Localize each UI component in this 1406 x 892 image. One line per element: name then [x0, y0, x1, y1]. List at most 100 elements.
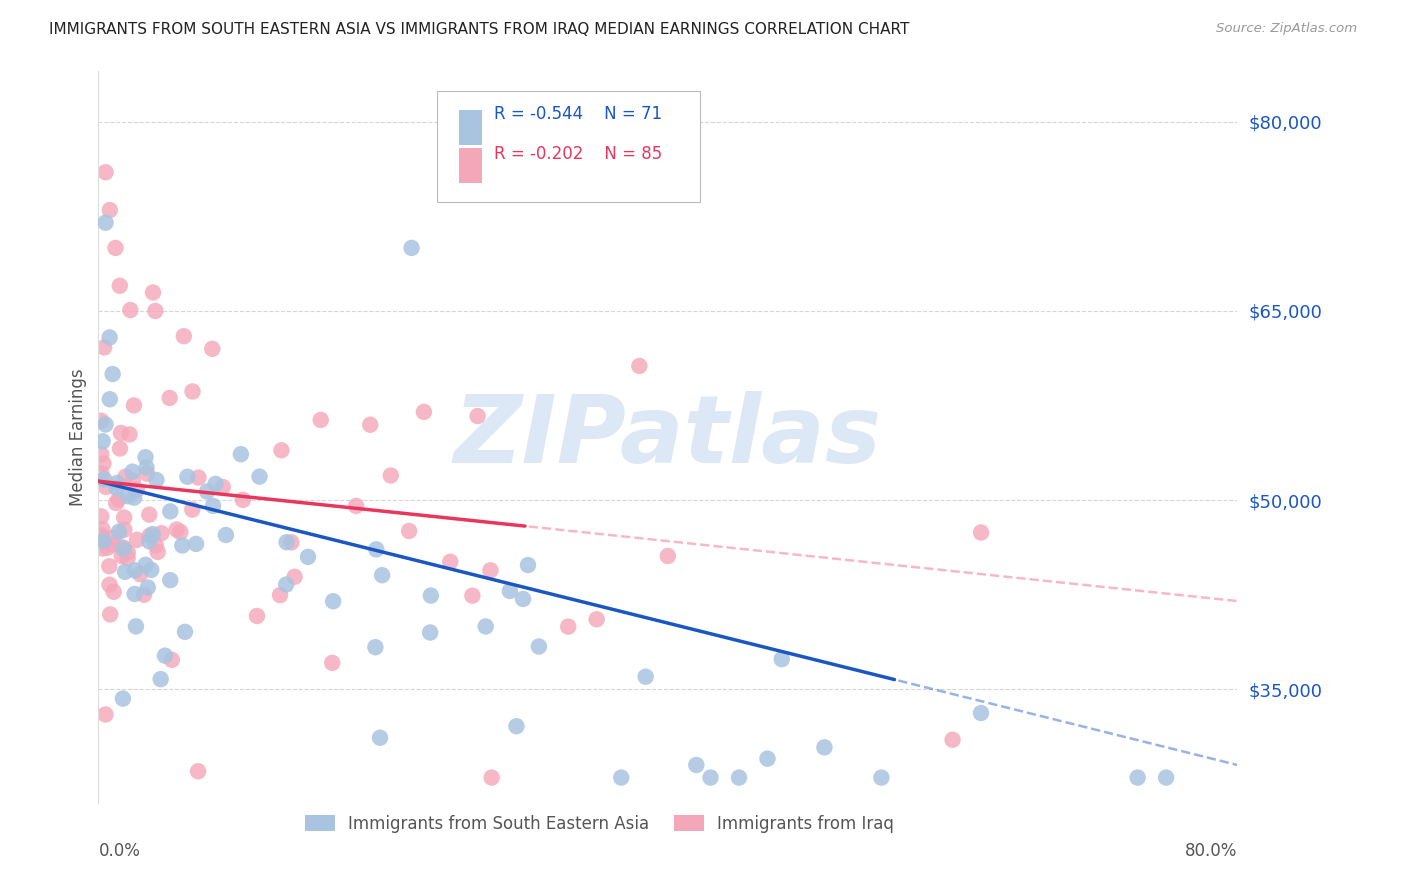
- Point: [527, 640, 550, 654]
- Point: [685, 758, 707, 772]
- Point: [195, 484, 218, 499]
- Point: [142, 285, 165, 300]
- Point: [229, 447, 252, 461]
- Point: [1126, 771, 1149, 785]
- Point: [159, 573, 181, 587]
- Point: [359, 417, 381, 432]
- Point: [371, 568, 394, 582]
- Point: [98, 578, 121, 592]
- Point: [129, 567, 152, 582]
- Point: [117, 489, 139, 503]
- Point: [101, 367, 124, 381]
- Point: [110, 425, 132, 440]
- Point: [173, 329, 195, 343]
- FancyBboxPatch shape: [437, 91, 700, 202]
- Point: [105, 481, 128, 495]
- Point: [321, 656, 343, 670]
- Point: [1154, 771, 1177, 785]
- Point: [481, 771, 503, 785]
- Point: [634, 670, 657, 684]
- Point: [366, 542, 388, 557]
- Point: [412, 405, 434, 419]
- Point: [117, 545, 139, 559]
- Point: [94, 165, 117, 179]
- Point: [91, 434, 114, 449]
- Point: [467, 409, 489, 423]
- Point: [114, 469, 136, 483]
- Point: [94, 707, 117, 722]
- Point: [142, 527, 165, 541]
- Point: [401, 241, 423, 255]
- Point: [297, 549, 319, 564]
- Point: [419, 589, 441, 603]
- Point: [232, 492, 254, 507]
- Point: [103, 584, 125, 599]
- Point: [202, 499, 225, 513]
- Point: [204, 477, 226, 491]
- Point: [398, 524, 420, 538]
- Point: [141, 563, 163, 577]
- Point: [98, 607, 121, 622]
- Point: [135, 460, 157, 475]
- Point: [112, 523, 135, 537]
- Point: [135, 450, 157, 465]
- Point: [439, 555, 461, 569]
- Point: [122, 398, 145, 412]
- Point: [136, 581, 159, 595]
- Point: [96, 541, 118, 555]
- Point: [699, 771, 721, 785]
- Point: [90, 528, 112, 542]
- Point: [98, 330, 121, 344]
- Text: 0.0%: 0.0%: [98, 842, 141, 860]
- Point: [125, 483, 148, 497]
- Point: [94, 216, 117, 230]
- Point: [512, 591, 534, 606]
- FancyBboxPatch shape: [460, 148, 482, 183]
- Point: [813, 740, 835, 755]
- Point: [90, 447, 112, 461]
- FancyBboxPatch shape: [460, 110, 482, 145]
- Point: [104, 241, 127, 255]
- Point: [499, 584, 522, 599]
- Point: [90, 509, 112, 524]
- Point: [557, 619, 579, 633]
- Point: [211, 480, 233, 494]
- Point: [107, 492, 129, 507]
- Point: [145, 538, 167, 552]
- Point: [309, 413, 332, 427]
- Point: [98, 392, 121, 407]
- Point: [770, 652, 793, 666]
- Point: [94, 417, 117, 432]
- Point: [174, 624, 197, 639]
- Point: [120, 303, 142, 318]
- Point: [153, 648, 176, 663]
- Point: [344, 499, 367, 513]
- Text: 80.0%: 80.0%: [1185, 842, 1237, 860]
- Point: [517, 558, 540, 573]
- Point: [280, 535, 302, 549]
- Point: [184, 537, 207, 551]
- Point: [276, 535, 298, 549]
- Point: [187, 764, 209, 779]
- Point: [169, 524, 191, 539]
- Point: [150, 526, 173, 541]
- Point: [269, 588, 291, 602]
- Point: [474, 619, 496, 633]
- Point: [159, 391, 181, 405]
- Point: [756, 752, 779, 766]
- Point: [91, 522, 114, 536]
- Point: [187, 470, 209, 484]
- Point: [145, 473, 167, 487]
- Text: Source: ZipAtlas.com: Source: ZipAtlas.com: [1216, 22, 1357, 36]
- Text: R = -0.544    N = 71: R = -0.544 N = 71: [494, 104, 662, 123]
- Point: [181, 384, 204, 399]
- Point: [942, 732, 965, 747]
- Point: [93, 457, 115, 471]
- Point: [364, 640, 387, 655]
- Point: [108, 524, 131, 539]
- Point: [284, 570, 307, 584]
- Point: [93, 340, 115, 354]
- Point: [628, 359, 651, 373]
- Point: [149, 672, 172, 686]
- Point: [380, 468, 402, 483]
